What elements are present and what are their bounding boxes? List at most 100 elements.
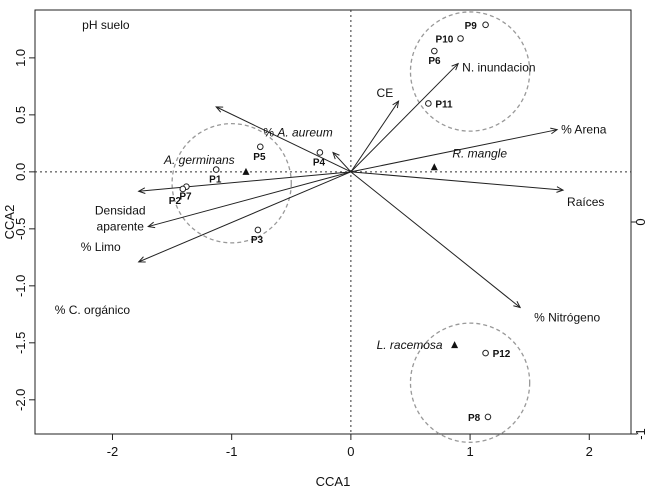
right-tick-label: -1: [633, 428, 648, 440]
y-axis-title: CCA2: [2, 205, 17, 240]
env-vector-arrowhead: [392, 100, 400, 109]
species-point: L. racemosa: [377, 338, 459, 352]
site-group-circles: [171, 11, 531, 443]
group-circle: [171, 122, 292, 244]
env-vector-arrowhead: [513, 301, 522, 309]
site-point: P5: [253, 143, 266, 163]
site-point: P1: [209, 166, 222, 186]
site-marker: [482, 349, 489, 357]
env-vector-arrow: [138, 171, 351, 192]
site-label: P10: [436, 34, 454, 45]
site-point: P8: [468, 413, 492, 424]
site-marker: [256, 143, 264, 151]
y-tick-label: -1.0: [13, 275, 28, 297]
site-marker: [316, 149, 324, 156]
site-marker: [212, 166, 220, 173]
species-label: L. racemosa: [377, 338, 443, 352]
env-vector-arrow: [350, 171, 521, 308]
env-vector-arrowhead: [215, 106, 224, 113]
env-vector: % Nitrógeno: [350, 171, 601, 324]
site-label: P2: [169, 196, 182, 207]
y-tick-label: 0.5: [13, 106, 28, 124]
site-label: P1: [209, 175, 222, 186]
site-label: P9: [465, 21, 478, 32]
species-point: A. germinans: [163, 153, 250, 175]
env-vector-arrowhead: [332, 151, 340, 160]
env-vector: pH suelo: [82, 18, 352, 173]
env-vector-arrowhead: [137, 187, 146, 194]
site-point: P6: [428, 47, 441, 67]
x-tick-label: -1: [226, 444, 238, 459]
y-tick-label: 1.0: [13, 49, 28, 67]
env-vector-arrow: [350, 171, 564, 191]
env-vector-label: % Nitrógeno: [534, 310, 600, 324]
site-marker: [431, 47, 438, 55]
y-tick-label: 0.0: [13, 163, 28, 181]
site-point: P4: [313, 149, 326, 168]
site-label: P4: [313, 157, 326, 168]
group-circle: [409, 11, 531, 132]
env-vector-arrow: [138, 171, 352, 263]
site-label: P5: [253, 152, 266, 163]
y-tick-label: -0.5: [13, 218, 28, 240]
env-vector-label: CE: [377, 86, 394, 100]
env-vector-arrow: [215, 106, 352, 173]
site-marker: [482, 21, 489, 29]
env-vector-arrowhead: [550, 127, 559, 135]
env-vector: Raíces: [350, 171, 604, 209]
env-vector-arrow: [350, 100, 399, 173]
site-marker: [457, 35, 464, 42]
env-vector: % Limo: [81, 171, 351, 254]
site-point: P12: [482, 349, 511, 360]
env-vector-label: % C. orgánico: [55, 303, 131, 317]
env-vector-arrow: [350, 129, 558, 173]
site-label: P6: [428, 56, 441, 67]
env-vector-label-part: %: [263, 125, 277, 139]
species-marker: [430, 163, 438, 171]
site-label: P7: [179, 192, 192, 203]
site-point: P3: [251, 226, 264, 246]
env-vector: Densidad aparente: [95, 171, 352, 234]
env-vector-arrow: [332, 152, 352, 173]
env-vector-arrowhead: [451, 62, 460, 71]
species-label: R. mangle: [452, 146, 507, 160]
site-marker: [484, 413, 492, 421]
group-circle: [409, 322, 531, 443]
x-axis-title: CCA1: [316, 474, 351, 489]
y-tick-label: -1.5: [13, 332, 28, 354]
env-vector-label-part: A. aureum: [276, 125, 332, 139]
env-vector-arrow: [350, 63, 459, 173]
env-vector-label: % Arena: [561, 123, 607, 137]
env-vector-label: N. inundacion: [462, 61, 535, 75]
species-point: R. mangle: [430, 146, 507, 171]
env-vector-arrow: [148, 171, 352, 228]
origin-lines: [35, 10, 631, 434]
env-vector-label: aparente: [97, 220, 145, 234]
x-tick-label: -2: [107, 444, 119, 459]
site-marker: [425, 100, 432, 107]
environmental-vectors: pH suelo CE N. inundacion % Arena Raíces % Ni…: [55, 18, 607, 325]
site-marker: [179, 185, 187, 193]
env-vector: CE: [350, 86, 400, 173]
env-vector-label: pH suelo: [82, 18, 130, 32]
species-points: A. germinans R. mangle L. racemosa: [163, 146, 507, 352]
right-tick-label: 0: [633, 218, 648, 225]
species-marker: [242, 167, 250, 175]
env-vector: % A. aureum: [263, 125, 352, 173]
env-vector-label: % Limo: [81, 240, 121, 254]
y-tick-label: -2.0: [13, 389, 28, 411]
species-label: A. germinans: [163, 153, 235, 167]
site-marker: [254, 226, 262, 234]
env-vector: % C. orgánico: [55, 171, 352, 317]
x-tick-label: 2: [586, 444, 593, 459]
env-vector: % Arena: [350, 123, 607, 173]
species-marker: [451, 341, 459, 349]
x-tick-label: 0: [347, 444, 354, 459]
x-tick-label: 1: [466, 444, 473, 459]
site-label: P3: [251, 235, 264, 246]
site-label: P11: [435, 99, 453, 110]
env-vector-label: Raíces: [567, 195, 604, 209]
env-vector: N. inundacion: [350, 61, 536, 173]
